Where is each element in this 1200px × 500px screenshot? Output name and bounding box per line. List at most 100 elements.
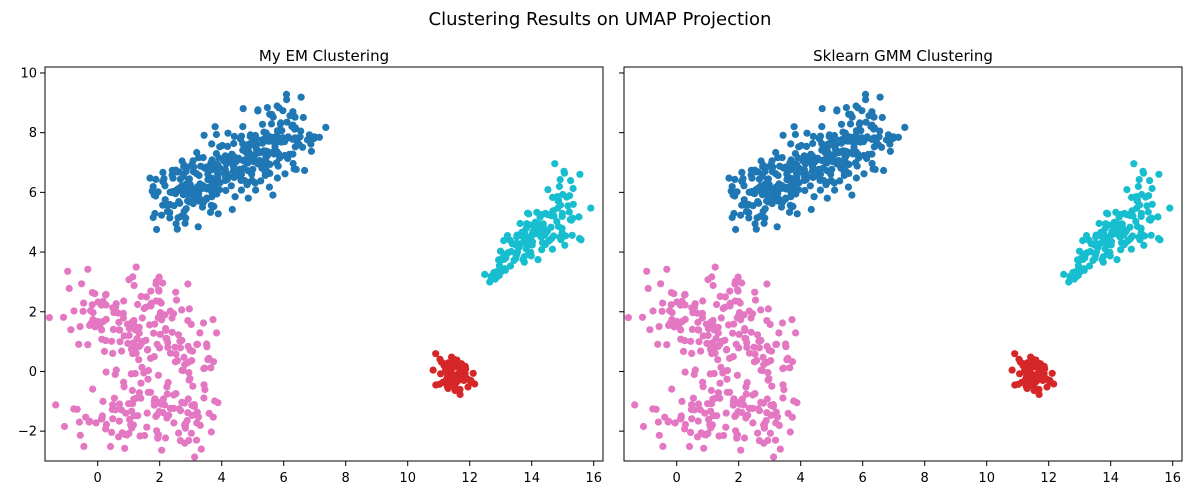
scatter-point bbox=[654, 340, 662, 348]
scatter-point bbox=[778, 319, 787, 327]
scatter-point bbox=[181, 219, 189, 227]
scatter-point bbox=[1043, 383, 1051, 391]
scatter-point bbox=[207, 182, 215, 190]
scatter-point bbox=[566, 216, 574, 224]
scatter-point bbox=[765, 375, 773, 383]
scatter-point bbox=[174, 331, 183, 339]
scatter-point bbox=[207, 428, 215, 436]
scatter-point bbox=[643, 267, 651, 275]
scatter-point bbox=[845, 110, 853, 118]
x-axis: 0 2 4 6 8 10 12 14 16 bbox=[673, 461, 1181, 486]
scatter-point bbox=[114, 309, 122, 317]
scatter-point bbox=[237, 186, 245, 194]
scatter-point bbox=[783, 176, 791, 184]
scatter-point bbox=[99, 397, 107, 405]
scatter-point bbox=[128, 424, 136, 432]
y-tick-label: 2 bbox=[29, 305, 37, 320]
scatter-point bbox=[70, 307, 78, 315]
scatter-point bbox=[209, 189, 217, 197]
scatter-point bbox=[297, 93, 305, 101]
scatter-point bbox=[235, 156, 243, 164]
scatter-point bbox=[275, 138, 283, 146]
scatter-point bbox=[201, 164, 209, 172]
scatter-point bbox=[1075, 264, 1083, 272]
scatter-point bbox=[1125, 236, 1133, 244]
scatter-point bbox=[129, 400, 137, 408]
scatter-point bbox=[246, 132, 254, 140]
scatter-point bbox=[688, 349, 696, 357]
scatter-point bbox=[215, 154, 223, 162]
scatter-point bbox=[685, 442, 694, 451]
scatter-point bbox=[720, 431, 728, 440]
scatter-point bbox=[730, 320, 738, 328]
scatter-point bbox=[166, 214, 174, 222]
scatter-point bbox=[500, 237, 508, 245]
scatter-point bbox=[855, 154, 863, 162]
scatter-point bbox=[559, 190, 567, 199]
scatter-point bbox=[748, 187, 756, 196]
scatter-point bbox=[203, 340, 211, 348]
scatter-point bbox=[487, 272, 495, 280]
scatter-point bbox=[496, 264, 504, 272]
scatter-point bbox=[137, 379, 145, 387]
scatter-point bbox=[757, 336, 765, 344]
scatter-point bbox=[825, 139, 834, 148]
scatter-point bbox=[1166, 204, 1174, 212]
scatter-point bbox=[149, 213, 157, 222]
scatter-point bbox=[771, 436, 780, 444]
scatter-point bbox=[742, 414, 750, 422]
scatter-point bbox=[187, 429, 195, 437]
scatter-point bbox=[754, 405, 762, 413]
scatter-point bbox=[98, 326, 106, 334]
scatter-point bbox=[84, 341, 92, 349]
scatter-point bbox=[76, 323, 84, 331]
scatter-point bbox=[75, 340, 83, 348]
scatter-point bbox=[809, 172, 817, 180]
scatter-point bbox=[1135, 201, 1144, 209]
scatter-point bbox=[1128, 193, 1136, 201]
scatter-point bbox=[201, 364, 209, 372]
scatter-point bbox=[863, 154, 871, 163]
scatter-point bbox=[263, 104, 271, 112]
scatter-point bbox=[78, 280, 86, 288]
scatter-point bbox=[163, 207, 171, 216]
scatter-point bbox=[155, 286, 163, 294]
x-tick-label: 2 bbox=[735, 471, 743, 486]
scatter-point bbox=[120, 332, 128, 340]
scatter-point bbox=[273, 148, 281, 156]
scatter-point bbox=[733, 371, 742, 379]
scatter-point bbox=[687, 428, 695, 436]
scatter-point bbox=[661, 413, 669, 421]
scatter-point bbox=[1148, 200, 1156, 208]
scatter-point bbox=[121, 444, 129, 452]
scatter-point bbox=[120, 378, 128, 386]
scatter-point bbox=[164, 343, 172, 351]
scatter-point bbox=[794, 186, 803, 194]
scatter-point bbox=[679, 347, 688, 355]
scatter-point bbox=[754, 429, 762, 437]
scatter-point bbox=[102, 420, 110, 429]
scatter-point bbox=[816, 132, 825, 140]
scatter-point bbox=[178, 336, 186, 344]
scatter-point bbox=[1113, 256, 1121, 264]
scatter-point bbox=[115, 417, 123, 425]
scatter-point bbox=[556, 176, 564, 184]
scatter-point bbox=[519, 256, 527, 264]
scatter-point bbox=[189, 382, 197, 390]
scatter-point bbox=[70, 405, 78, 413]
scatter-point bbox=[451, 375, 460, 383]
scatter-point bbox=[755, 437, 764, 445]
scatter-point bbox=[655, 323, 663, 331]
scatter-point bbox=[161, 196, 169, 204]
scatter-point bbox=[67, 326, 75, 334]
scatter-point bbox=[1011, 381, 1019, 389]
scatter-point bbox=[699, 332, 707, 340]
scatter-point bbox=[806, 182, 814, 190]
scatter-point bbox=[663, 265, 671, 273]
scatter-point bbox=[854, 104, 862, 112]
scatter-point bbox=[704, 276, 712, 284]
scatter-point bbox=[707, 407, 715, 415]
scatter-point bbox=[878, 143, 886, 151]
scatter-point bbox=[75, 418, 83, 426]
scatter-point bbox=[751, 220, 759, 228]
